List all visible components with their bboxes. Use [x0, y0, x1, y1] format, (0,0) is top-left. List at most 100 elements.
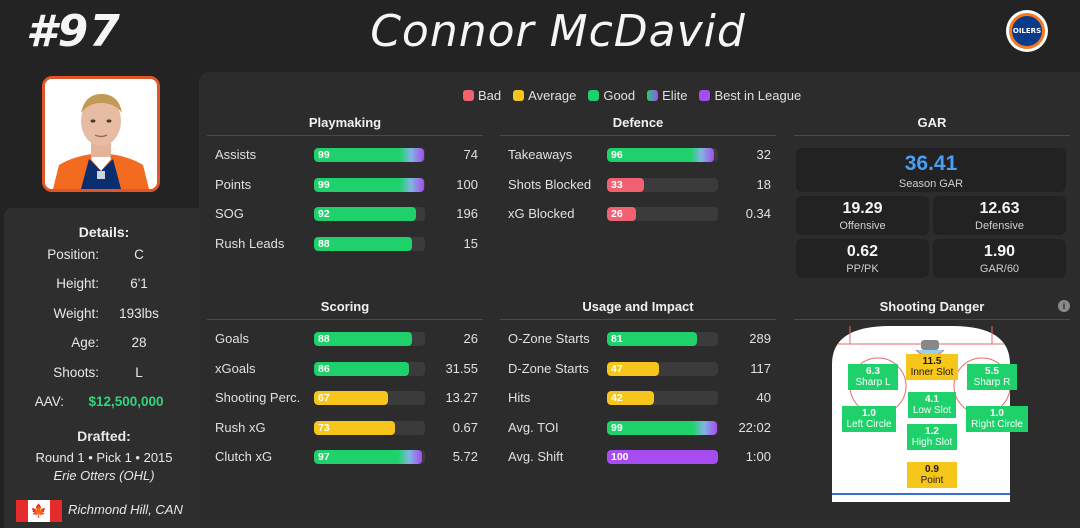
percentile-value: 47 — [611, 362, 623, 375]
legend-swatch — [588, 90, 600, 101]
divider — [794, 135, 1070, 136]
percentile-bar: 96 — [607, 148, 718, 162]
gar-card-value: 12.63 — [979, 200, 1020, 217]
shooting-danger-rink: 11.5 Inner Slot 6.3 Sharp L 5.5 Sharp R 4.1… — [830, 324, 1028, 504]
percentile-bar-fill — [607, 332, 697, 346]
percentile-value: 96 — [611, 149, 623, 161]
divider — [207, 319, 483, 320]
percentile-value: 42 — [611, 392, 623, 404]
stat-value: 117 — [750, 360, 771, 376]
percentile-value: 99 — [318, 149, 330, 161]
birthplace: Richmond Hill, CAN — [68, 502, 183, 517]
legend-label: Good — [603, 88, 636, 103]
percentile-value: 99 — [318, 178, 330, 191]
details-panel: Details: Position: C Height: 6'1 Weight:… — [4, 208, 204, 528]
gar-card-label: GAR/60 — [979, 263, 1020, 275]
stat-value: 15 — [463, 235, 478, 251]
legend-label: Bad — [478, 88, 502, 103]
percentile-value: 86 — [318, 362, 330, 375]
zone-low-slot: 4.1 Low Slot — [908, 392, 956, 418]
stat-value: 289 — [749, 331, 771, 346]
stat-value: 22:02 — [738, 419, 771, 435]
gar-card-defensive: 12.63 Defensive — [933, 196, 1066, 235]
detail-value: 6'1 — [130, 276, 148, 291]
legend-swatch — [513, 90, 525, 101]
percentile-bar: 99 — [314, 177, 425, 192]
gar-card-label: Defensive — [975, 220, 1024, 232]
percentile-bar: 88 — [314, 332, 425, 346]
percentile-bar: 67 — [314, 391, 425, 405]
percentile-bar-fill — [314, 177, 424, 192]
legend-swatch — [463, 90, 474, 101]
detail-value-aav: $12,500,000 — [88, 394, 164, 409]
stat-value: 32 — [756, 147, 771, 162]
percentile-bar-fill — [607, 420, 717, 435]
stat-row: Shots Blocked 33 18 — [500, 177, 776, 193]
stat-row: Goals 88 26 — [207, 331, 483, 347]
info-icon[interactable]: i — [1058, 300, 1070, 312]
stat-row: Avg. Shift 100 1:00 — [500, 449, 776, 465]
detail-value: L — [135, 365, 143, 380]
percentile-bar: 99 — [607, 420, 718, 435]
stat-label: Shots Blocked — [508, 176, 592, 192]
percentile-value: 73 — [318, 421, 330, 434]
percentile-value: 67 — [318, 392, 330, 404]
stat-label: Clutch xG — [215, 449, 273, 464]
stat-row: SOG 92 196 — [207, 206, 483, 222]
section-title-shooting: Shooting Danger — [879, 299, 985, 314]
stat-value: 1:00 — [745, 449, 771, 464]
zone-point: 0.9 Point — [907, 462, 957, 488]
legend-swatch — [699, 90, 711, 101]
stat-row: xG Blocked 26 0.34 — [500, 206, 776, 222]
stat-row: Rush Leads 88 15 — [207, 236, 483, 252]
stat-value: 31.55 — [445, 360, 478, 376]
stat-label: Avg. Shift — [508, 449, 564, 464]
percentile-bar: 92 — [314, 207, 425, 221]
percentile-value: 97 — [318, 451, 330, 463]
legend-item-average: Average — [513, 88, 576, 103]
stat-label: SOG — [215, 206, 244, 221]
stat-label: Rush Leads — [215, 235, 285, 251]
percentile-value: 88 — [318, 237, 330, 250]
stat-value: 0.34 — [745, 206, 771, 221]
gar-card-label: Offensive — [839, 220, 886, 232]
percentile-bar-fill — [607, 148, 714, 162]
stat-label: Takeaways — [508, 147, 573, 162]
stat-row: Rush xG 73 0.67 — [207, 420, 483, 436]
stat-row: Hits 42 40 — [500, 390, 776, 406]
stat-row: xGoals 86 31.55 — [207, 361, 483, 377]
stat-row: D-Zone Starts 47 117 — [500, 361, 776, 377]
section-title-usage: Usage and Impact — [582, 299, 694, 314]
percentile-bar: 97 — [314, 450, 425, 464]
percentile-bar: 99 — [314, 148, 425, 162]
percentile-bar: 86 — [314, 361, 425, 376]
player-photo — [42, 76, 160, 192]
percentile-bar: 33 — [607, 177, 718, 192]
stat-label: D-Zone Starts — [508, 360, 589, 376]
detail-label: Height: — [56, 276, 99, 291]
divider — [500, 319, 776, 320]
stat-label: Points — [215, 176, 252, 192]
gar-season-card: 36.41 Season GAR — [796, 148, 1066, 192]
percentile-bar: 42 — [607, 391, 718, 405]
stat-value: 74 — [463, 147, 478, 162]
legend-item-elite: Elite — [647, 88, 687, 103]
legend-label: Average — [528, 88, 577, 103]
player-number: #97 — [26, 6, 121, 57]
percentile-bar-fill — [314, 207, 417, 221]
legend-item-good: Good — [588, 88, 635, 103]
percentile-bar: 26 — [607, 207, 718, 221]
stat-label: xGoals — [215, 360, 256, 376]
drafted-info: Round 1 • Pick 1 • 2015 — [35, 450, 173, 465]
percentile-bar-fill — [314, 450, 422, 464]
percentile-value: 88 — [318, 333, 330, 345]
percentile-bar: 88 — [314, 236, 425, 251]
gar-card-value: 0.62 — [846, 243, 879, 260]
detail-value: 28 — [131, 335, 147, 350]
stat-row: Takeaways 96 32 — [500, 147, 776, 163]
percentile-bar-fill — [607, 361, 660, 376]
section-title-playmaking: Playmaking — [308, 115, 382, 130]
percentile-value: 81 — [611, 333, 623, 345]
stat-row: O-Zone Starts 81 289 — [500, 331, 776, 347]
percentile-bar-fill — [314, 332, 412, 346]
